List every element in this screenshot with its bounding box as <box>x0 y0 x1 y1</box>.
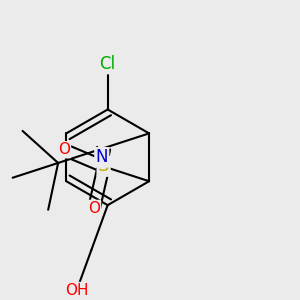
Text: OH: OH <box>65 283 88 298</box>
Text: O: O <box>58 142 70 157</box>
Text: O: O <box>88 201 100 216</box>
Text: S: S <box>98 158 109 175</box>
Text: N: N <box>95 148 108 166</box>
Text: Cl: Cl <box>100 55 116 73</box>
